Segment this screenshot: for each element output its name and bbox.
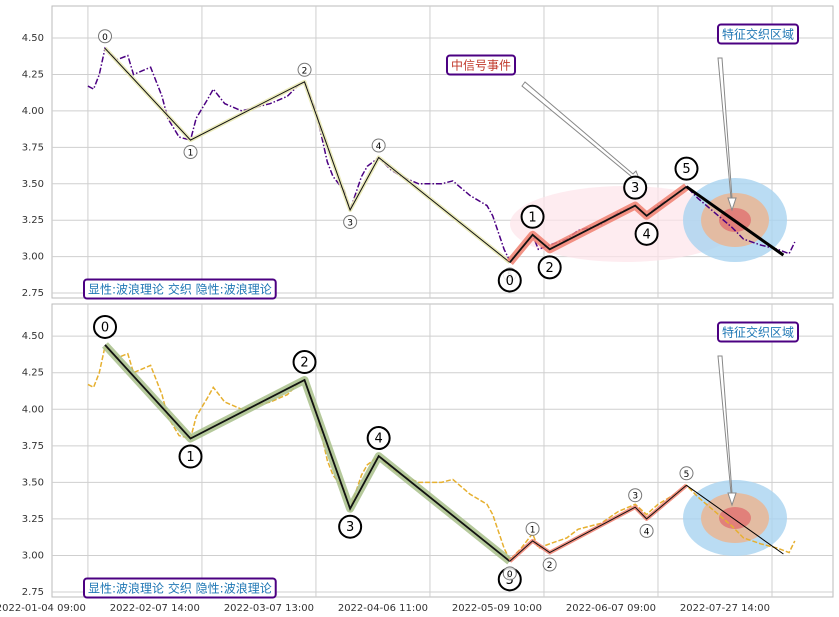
wave-marker: [183, 145, 198, 160]
wave-label: 3: [632, 492, 638, 502]
y-tick-label: 3.00: [22, 550, 44, 561]
panel: [51, 303, 834, 598]
wave-label: 5: [684, 470, 690, 480]
y-tick-label: 3.50: [22, 179, 44, 190]
wave-highlight: [103, 46, 512, 264]
y-tick-label: 3.25: [22, 514, 44, 525]
wave-marker: [338, 514, 363, 539]
y-tick-label: 3.75: [22, 441, 44, 452]
wave-label: 4: [376, 142, 382, 152]
wave-label: 0: [506, 274, 514, 289]
wave-label: 0: [102, 33, 108, 43]
wave-label: 5: [682, 162, 690, 177]
wave-marker: [520, 204, 545, 229]
arrow: [521, 81, 641, 182]
wave-marker: [178, 444, 203, 469]
wave-marker: [639, 523, 654, 538]
wave-marker: [93, 314, 118, 339]
wave-label: 3: [347, 218, 353, 228]
y-tick-label: 2.75: [22, 587, 44, 598]
wave-label: 0: [101, 320, 109, 335]
y-tick-label: 4.50: [22, 33, 44, 44]
wave-label: 2: [302, 66, 308, 76]
y-tick-label: 4.25: [22, 368, 44, 379]
wave-label: 2: [546, 261, 554, 276]
y-tick-label: 3.25: [22, 215, 44, 226]
wave-marker: [502, 566, 517, 581]
wave-marker: [674, 156, 699, 181]
x-tick-label: 2022-04-06 11:00: [338, 603, 428, 614]
x-tick-label: 2022-05-09 10:00: [452, 603, 542, 614]
wave-marker: [343, 214, 358, 229]
plot-area: [51, 5, 834, 299]
footer-label: 显性:波浪理论 交织 隐性:波浪理论: [88, 282, 272, 297]
x-tick-label: 2022-03-07 13:00: [224, 603, 314, 614]
wave-highlight: [102, 342, 513, 565]
arrow: [717, 355, 737, 507]
wave-marker: [497, 268, 522, 293]
wave-label: 2: [300, 356, 308, 371]
y-tick-label: 3.75: [22, 142, 44, 153]
wave-marker: [623, 175, 648, 200]
y-tick-label: 3.50: [22, 477, 44, 488]
wave-label: 1: [530, 525, 536, 535]
y-tick-label: 3.00: [22, 252, 44, 263]
annotation-box: [716, 23, 800, 45]
wave-label: 4: [644, 527, 650, 537]
decorations: [510, 57, 787, 556]
wave-label: 4: [375, 432, 383, 447]
wave-line: [104, 47, 511, 263]
wave-label: 0: [507, 570, 513, 580]
wave-marker: [98, 29, 113, 44]
y-tick-label: 2.75: [22, 288, 44, 299]
wave-marker: [366, 426, 391, 451]
wave-label: 3: [346, 520, 354, 535]
annotation: 中信号事件: [451, 58, 511, 73]
wave-marker: [542, 557, 557, 572]
wave-line: [509, 185, 688, 263]
annotation: 特征交织区域: [722, 27, 794, 42]
footer-box: [83, 278, 277, 300]
wave-marker: [525, 521, 540, 536]
wave-marker: [679, 466, 694, 481]
wave-label: 2: [547, 561, 553, 571]
y-tick-label: 4.25: [22, 69, 44, 80]
x-tick-label: 2022-02-07 14:00: [110, 603, 200, 614]
wave-marker: [292, 350, 317, 375]
footer-box: [83, 577, 277, 599]
x-tick-label: 2022-06-07 09:00: [566, 603, 656, 614]
wave-marker: [634, 221, 659, 246]
wave-label: 1: [188, 149, 194, 159]
cross-zone: [719, 507, 751, 529]
y-tick-label: 4.00: [22, 106, 44, 117]
wave-label: 1: [186, 450, 194, 465]
annotation: 特征交织区域: [722, 325, 794, 340]
x-tick-label: 2022-01-04 09:00: [0, 603, 86, 614]
x-tick-label: 2022-07-27 14:00: [680, 603, 770, 614]
annotation-box: [716, 321, 800, 343]
wave-line: [509, 484, 687, 562]
wave-marker: [297, 62, 312, 77]
arrow: [717, 57, 737, 212]
y-tick-label: 4.00: [22, 404, 44, 415]
wave-label: 4: [642, 227, 650, 242]
trend-line: [685, 185, 785, 257]
wave-marker: [537, 255, 562, 280]
footer-label: 显性:波浪理论 交织 隐性:波浪理论: [88, 581, 272, 596]
wave-label: 1: [528, 210, 536, 225]
wave-line: [104, 344, 511, 563]
wave-marker: [371, 138, 386, 153]
y-tick-label: 4.50: [22, 331, 44, 342]
wave-marker: [628, 488, 643, 503]
plot-area: [51, 303, 834, 598]
annotation-box: [445, 54, 517, 76]
trend-line: [686, 484, 784, 555]
wave-label: 3: [631, 181, 639, 196]
